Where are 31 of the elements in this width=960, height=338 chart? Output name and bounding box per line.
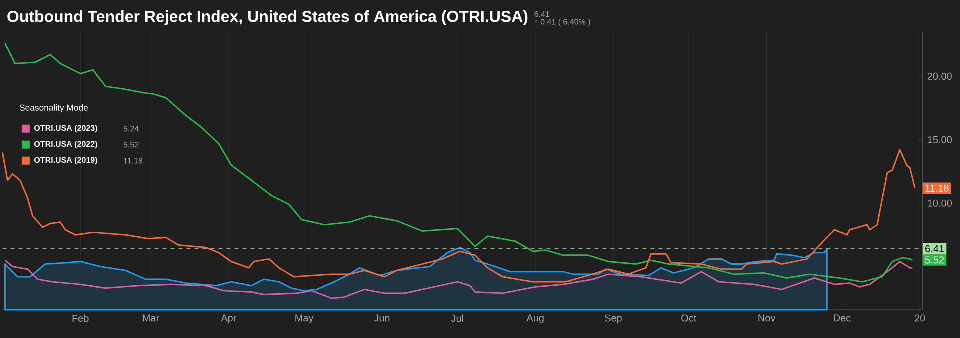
y-tick-label: 20.00 (928, 72, 952, 80)
y-tick-label: 10.00 (928, 200, 952, 207)
x-tick-label: Jul (451, 314, 464, 322)
line-series (2, 149, 916, 283)
x-tick-label: 20 (915, 314, 926, 322)
legend-label: OTRI.USA (2023) (34, 125, 98, 133)
text: 6.41 (534, 11, 550, 18)
annotation: 11.18 (124, 158, 143, 164)
x-tick-label: Aug (526, 314, 544, 324)
y-tick-label: 15.00 (928, 136, 952, 144)
x-tick-label: Oct (682, 314, 697, 322)
line-series (4, 260, 914, 300)
line-series (4, 42, 914, 283)
annotation: 5.52 (124, 142, 139, 148)
x-tick-label: Jun (374, 314, 390, 322)
x-tick-label: Nov (758, 314, 776, 322)
ref-line-label: 6.41 (926, 245, 944, 252)
legend-label: OTRI.USA (2022) (34, 141, 98, 149)
legend-label: OTRI.USA (2019) (34, 157, 98, 165)
x-tick-label: Apr (221, 314, 237, 324)
x-tick-label: May (296, 314, 314, 324)
x-tick-label: Sep (605, 314, 622, 324)
x-tick-label: Mar (143, 314, 160, 322)
text: ↑ 0.41 ( 6.40% ) (535, 18, 590, 26)
legend-title: Seasonality Mode (20, 104, 88, 113)
x-tick-label: Dec (834, 314, 851, 322)
x-tick-label: Feb (72, 314, 89, 322)
annotation: 11.18 (926, 184, 949, 192)
annotation: 5.24 (124, 126, 139, 132)
chart-title: Outbound Tender Reject Index, United States of America (OTRI.USA) (8, 10, 528, 26)
annotation: 5.52 (925, 256, 944, 264)
